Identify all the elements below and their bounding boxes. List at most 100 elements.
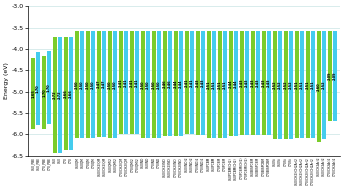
Bar (322, 31, 326, 139)
Bar (196, 31, 201, 135)
Text: 2.43: 2.43 (196, 79, 200, 88)
Text: 2.44: 2.44 (234, 79, 238, 88)
Bar (190, 31, 194, 134)
Text: 2.52: 2.52 (284, 81, 288, 89)
Text: 2.51: 2.51 (306, 81, 310, 89)
Text: 2.60: 2.60 (317, 83, 321, 91)
Bar (240, 31, 244, 135)
Text: 2.47: 2.47 (102, 80, 106, 88)
Text: 2.43: 2.43 (240, 79, 244, 88)
Text: 2.50: 2.50 (141, 81, 145, 89)
Bar (119, 31, 123, 134)
Text: 1.70: 1.70 (47, 83, 51, 92)
Text: 2.47: 2.47 (97, 80, 101, 88)
Bar (108, 31, 112, 138)
Text: 2.50: 2.50 (152, 81, 156, 89)
Bar (223, 31, 227, 139)
Text: 2.52: 2.52 (289, 81, 293, 89)
Text: 1.70: 1.70 (42, 88, 46, 97)
Bar (113, 31, 117, 138)
Text: 1.65: 1.65 (31, 89, 35, 98)
Bar (146, 31, 150, 138)
Text: 2.41: 2.41 (130, 78, 134, 87)
Bar (135, 31, 139, 134)
Bar (36, 52, 40, 125)
Bar (163, 31, 168, 136)
Bar (47, 51, 51, 124)
Bar (234, 31, 238, 136)
Text: 2.09: 2.09 (333, 72, 337, 80)
Bar (328, 31, 332, 121)
Bar (251, 31, 255, 135)
Bar (86, 31, 90, 138)
Bar (295, 31, 299, 139)
Bar (75, 31, 79, 138)
Bar (91, 31, 95, 138)
Text: 2.41: 2.41 (135, 78, 139, 87)
Bar (229, 31, 233, 136)
Bar (102, 31, 106, 137)
Bar (289, 31, 293, 139)
Bar (141, 31, 146, 138)
Bar (317, 31, 321, 142)
Text: 2.72: 2.72 (58, 91, 62, 99)
Bar (333, 31, 337, 121)
Bar (245, 31, 249, 135)
Bar (97, 31, 101, 137)
Bar (58, 37, 62, 153)
Text: 2.66: 2.66 (64, 89, 68, 98)
Bar (212, 31, 216, 139)
Text: 2.51: 2.51 (311, 81, 315, 89)
Text: 2.43: 2.43 (251, 79, 255, 88)
Text: 2.50: 2.50 (75, 81, 79, 89)
Bar (273, 31, 277, 139)
Bar (174, 31, 179, 136)
Text: 2.46: 2.46 (163, 80, 167, 88)
Bar (69, 37, 73, 150)
Y-axis label: Energy (eV): Energy (eV) (4, 62, 9, 99)
Bar (64, 37, 68, 150)
Bar (284, 31, 288, 139)
Text: 2.66: 2.66 (69, 89, 73, 98)
Text: 2.43: 2.43 (201, 79, 205, 88)
Bar (31, 58, 35, 129)
Bar (53, 37, 57, 153)
Text: 2.50: 2.50 (146, 81, 150, 89)
Bar (256, 31, 260, 135)
Text: 2.52: 2.52 (278, 81, 282, 89)
Text: 1.70: 1.70 (36, 84, 40, 93)
Text: 2.41: 2.41 (185, 78, 189, 87)
Text: 2.44: 2.44 (179, 79, 183, 88)
Bar (306, 31, 310, 139)
Text: 2.43: 2.43 (256, 79, 260, 88)
Bar (157, 31, 161, 138)
Bar (124, 31, 128, 134)
Bar (201, 31, 205, 135)
Text: 2.50: 2.50 (108, 81, 112, 89)
Bar (42, 56, 46, 129)
Text: 2.72: 2.72 (53, 91, 57, 99)
Text: 2.51: 2.51 (212, 81, 216, 89)
Bar (218, 31, 223, 139)
Text: 2.41: 2.41 (190, 78, 194, 87)
Text: 2.44: 2.44 (229, 79, 233, 88)
Text: 2.51: 2.51 (223, 81, 227, 89)
Bar (262, 31, 266, 135)
Bar (152, 31, 157, 138)
Text: 2.51: 2.51 (295, 81, 299, 89)
Text: 2.51: 2.51 (218, 81, 222, 89)
Text: 2.50: 2.50 (91, 81, 95, 89)
Text: 2.46: 2.46 (168, 80, 172, 88)
Text: 2.50: 2.50 (113, 81, 117, 89)
Text: 2.44: 2.44 (174, 79, 178, 88)
Text: 2.09: 2.09 (328, 72, 332, 80)
Bar (185, 31, 190, 134)
Text: 2.43: 2.43 (262, 79, 266, 88)
Text: 2.43: 2.43 (245, 79, 249, 88)
Text: 2.50: 2.50 (86, 81, 90, 89)
Bar (267, 31, 271, 135)
Text: 2.43: 2.43 (267, 79, 271, 88)
Bar (130, 31, 135, 134)
Bar (179, 31, 183, 136)
Text: 2.51: 2.51 (207, 81, 211, 89)
